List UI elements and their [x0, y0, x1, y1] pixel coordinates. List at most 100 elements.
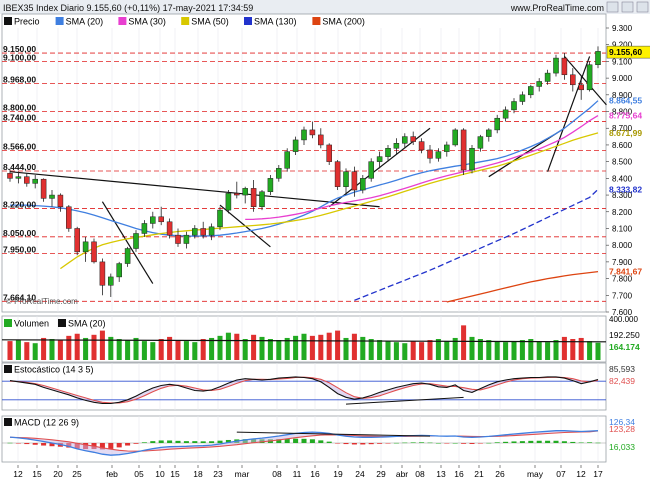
stoch-trend-line: [345, 396, 464, 405]
macd-hist-44: [377, 443, 383, 444]
trend-line-0: [9, 171, 380, 208]
volume-bar-46: [393, 342, 399, 360]
macd-hist-66: [561, 441, 567, 443]
macd-hist-43: [368, 443, 374, 445]
candle-body-30: [259, 191, 265, 208]
candle-body-48: [410, 136, 416, 142]
volume-bar-28: [242, 339, 248, 360]
candle-body-55: [469, 148, 475, 171]
legend-label-5: SMA (200): [322, 17, 365, 27]
volume-bar-54: [461, 325, 467, 360]
x-label-13: 16: [310, 469, 320, 479]
candle-body-0: [7, 173, 13, 179]
price-badge-1: 8.864,55: [609, 96, 642, 106]
x-label-19: 13: [436, 469, 446, 479]
macd-hist-34: [293, 438, 299, 443]
macd-badge-0: 126,34: [609, 417, 635, 427]
panel-border-2: [1, 362, 607, 411]
volume-bar-57: [486, 340, 492, 360]
macd-hist-3: [32, 443, 38, 445]
vol-badge: 164.174: [609, 342, 640, 352]
macd-hist-41: [351, 443, 357, 445]
candle-body-44: [376, 156, 383, 162]
toolbar-icon-1: [621, 1, 634, 13]
volume-bar-69: [587, 341, 593, 360]
candle-body-32: [276, 168, 282, 179]
macd-hist-1: [15, 443, 21, 444]
macd-hist-50: [427, 442, 433, 444]
candle-body-3: [32, 178, 38, 184]
macd-hist-2: [24, 443, 30, 445]
volume-bar-5: [49, 339, 55, 360]
candle-body-7: [66, 206, 72, 229]
candle-body-18: [158, 216, 164, 223]
macd-hist-26: [225, 439, 231, 443]
macd-legend-label: MACD (12 26 9): [14, 418, 79, 428]
volume-bar-51: [435, 339, 441, 360]
volume-bar-63: [536, 341, 542, 360]
sma-line-0: [10, 100, 599, 237]
macd-hist-14: [125, 443, 131, 446]
candle-body-51: [435, 151, 442, 159]
volume-bar-56: [477, 339, 483, 360]
volume-bar-66: [561, 336, 567, 360]
candle-body-10: [91, 241, 97, 263]
volume-bar-41: [351, 333, 357, 360]
macd-hist-19: [167, 440, 173, 443]
macd-hist-24: [209, 441, 215, 443]
badge-bg-0: [606, 45, 650, 59]
volume-bar-39: [335, 330, 341, 360]
candle-body-5: [49, 194, 55, 199]
volume-bar-32: [276, 340, 282, 360]
volume-bar-33: [284, 337, 290, 360]
x-label-23: may: [527, 469, 544, 479]
macd-trend-line: [236, 431, 431, 437]
candle-body-70: [595, 51, 601, 66]
candle-body-68: [578, 84, 584, 91]
volume-bar-29: [251, 334, 257, 360]
macd-hist-39: [335, 443, 341, 444]
legend-label-3: SMA (50): [191, 17, 229, 27]
volume-bar-35: [301, 333, 307, 360]
volume-bar-20: [175, 340, 181, 360]
grid-lines: [17, 28, 599, 462]
candle-body-36: [309, 129, 316, 136]
candle-body-28: [242, 188, 248, 196]
candle-body-13: [116, 263, 122, 278]
macd-hist-38: [326, 441, 332, 443]
panel-border-0: [1, 13, 607, 313]
candle-body-45: [385, 148, 391, 157]
sma-line-3: [354, 188, 599, 301]
candle-body-9: [82, 241, 89, 253]
legend-label-0: Precio: [14, 17, 40, 27]
volume-bar-67: [570, 339, 576, 360]
candle-body-1: [15, 176, 22, 179]
macd-hist-63: [536, 440, 542, 443]
watermark: © ProRealTime.com: [6, 297, 78, 306]
volume-bar-44: [377, 340, 383, 360]
macd-hist-64: [545, 440, 551, 443]
candle-body-63: [536, 81, 542, 87]
macd-hist-57: [486, 442, 492, 444]
volume-bar-19: [167, 336, 173, 360]
candle-body-43: [368, 161, 374, 179]
level-label-2: 8.968,00: [3, 74, 36, 84]
sma-line-1: [245, 115, 599, 221]
vol-tick-1: 192.250: [609, 330, 640, 340]
toolbar-icon-0: [606, 1, 619, 13]
candle-body-35: [301, 129, 307, 141]
x-label-7: 15: [170, 469, 180, 479]
support-resistance-levels: [2, 52, 606, 302]
level-label-6: 8.444,00: [3, 162, 36, 172]
level-label-10: 7.664,10: [3, 292, 36, 302]
price-tick-label-2: 9.100: [612, 57, 633, 66]
volume-bar-17: [150, 342, 156, 360]
macd-hist-49: [419, 442, 425, 443]
macd-badge-1: 123,28: [609, 424, 635, 434]
candle-body-69: [586, 64, 593, 91]
volume-bar-50: [427, 340, 433, 360]
macd-hist-46: [393, 442, 399, 444]
vol-legend-label-1: SMA (20): [68, 319, 106, 329]
candle-body-22: [192, 228, 198, 236]
candle-body-67: [570, 74, 576, 86]
